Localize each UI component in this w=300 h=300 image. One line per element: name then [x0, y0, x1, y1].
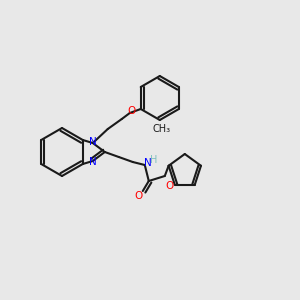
Text: N: N — [144, 158, 152, 168]
Text: N: N — [89, 137, 97, 147]
Text: O: O — [128, 106, 136, 116]
Text: CH₃: CH₃ — [153, 124, 171, 134]
Text: O: O — [166, 181, 174, 191]
Text: N: N — [89, 157, 97, 167]
Text: H: H — [150, 155, 158, 165]
Text: O: O — [135, 191, 143, 201]
